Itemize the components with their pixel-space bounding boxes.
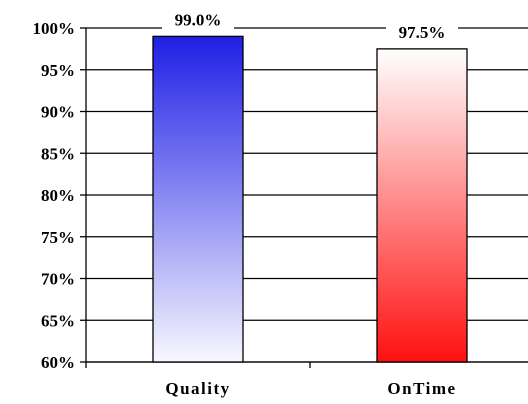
data-labels: 99.0% 97.5%	[162, 9, 458, 44]
category-label: OnTime	[387, 379, 456, 398]
data-label: 99.0%	[175, 10, 222, 29]
y-tick-labels: 60% 65% 70% 75% 80% 85% 90% 95% 100%	[33, 19, 76, 372]
y-tick-label: 65%	[41, 311, 75, 330]
y-tick-label: 80%	[41, 186, 75, 205]
bar-ontime	[376, 48, 468, 363]
y-tick-label: 60%	[41, 353, 75, 372]
data-label-background	[386, 21, 458, 44]
data-label: 97.5%	[399, 23, 446, 42]
y-tick-label: 70%	[41, 270, 75, 289]
bars	[152, 35, 468, 363]
category-labels: Quality OnTime	[165, 379, 456, 398]
y-tick-label: 95%	[41, 61, 75, 80]
y-tick-label: 75%	[41, 228, 75, 247]
bar-quality	[152, 35, 244, 363]
y-tick-label: 90%	[41, 103, 75, 122]
y-tick-label: 100%	[33, 19, 76, 38]
data-label-background	[162, 9, 234, 32]
category-label: Quality	[165, 379, 230, 398]
y-tick-label: 85%	[41, 144, 75, 163]
